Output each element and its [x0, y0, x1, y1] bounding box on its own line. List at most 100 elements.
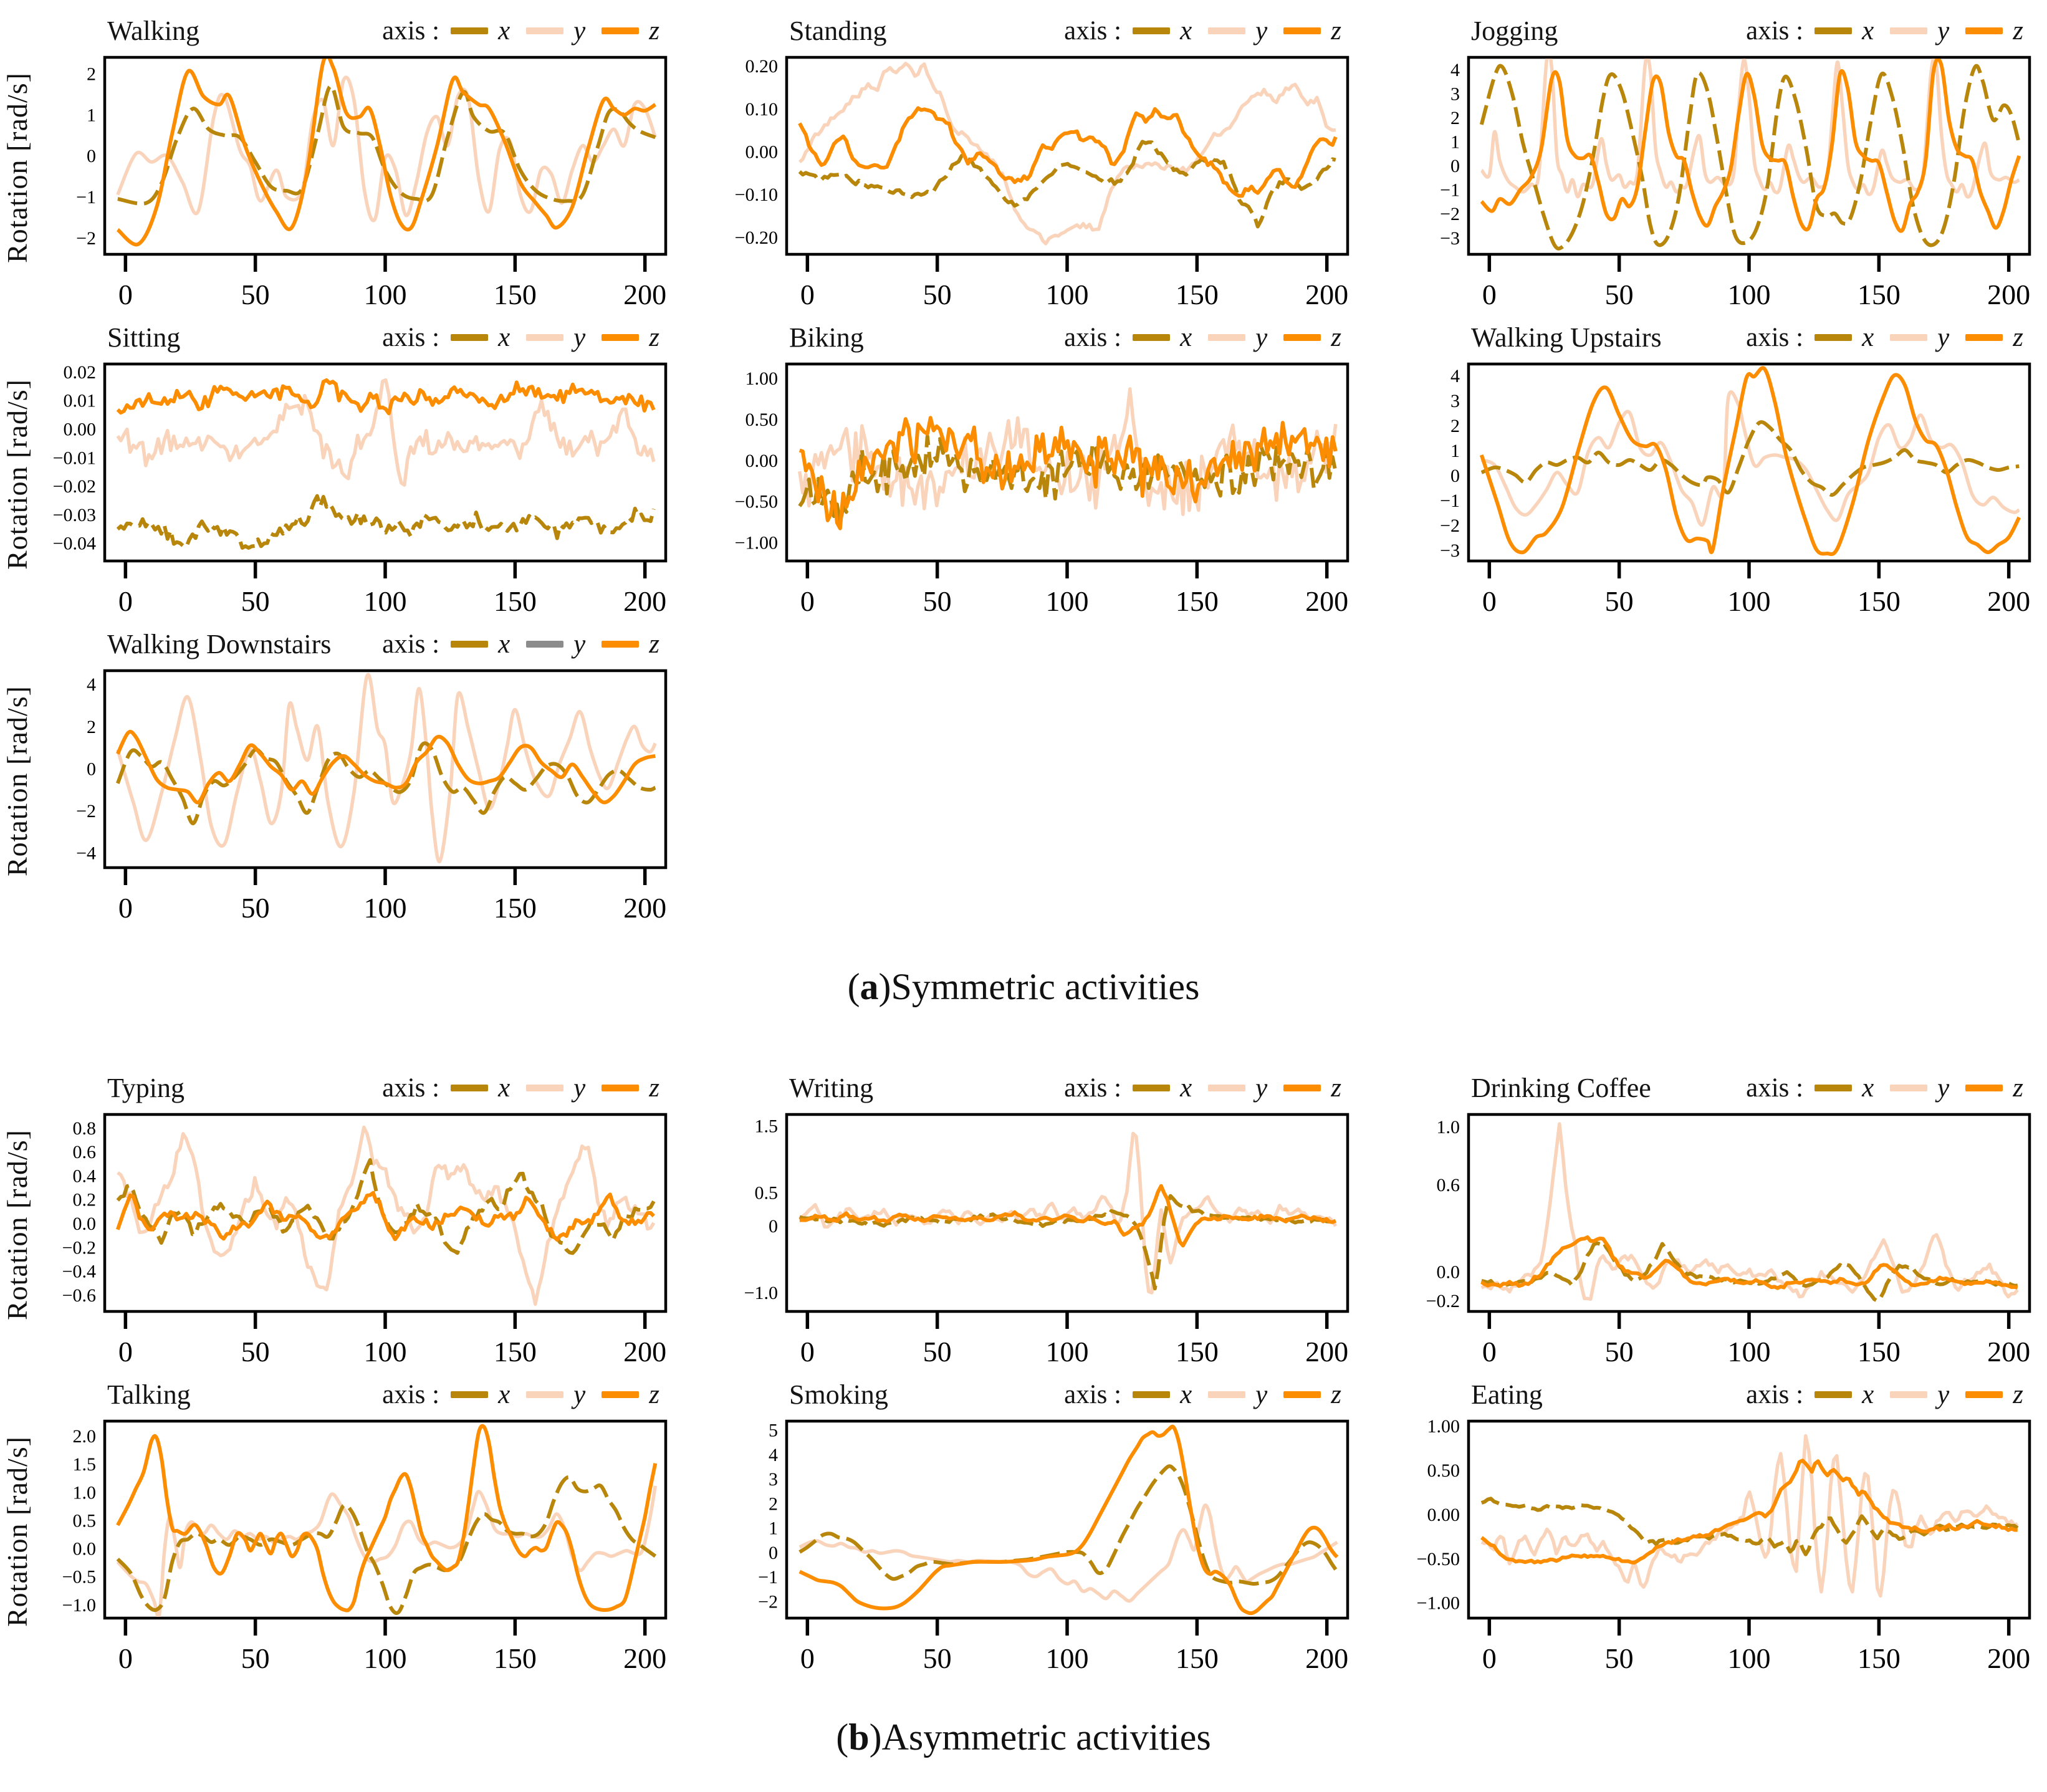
legend-item-x: x: [498, 1073, 511, 1103]
y-axis-label-text: Rotation [rad/s]: [1, 379, 33, 570]
chart-title: Drinking Coffee: [1471, 1072, 1651, 1103]
x-tick-label: 50: [241, 892, 270, 924]
series-x: [116, 1475, 657, 1615]
legend-swatch-x: [451, 1084, 489, 1091]
chart-legend: axis : x y z: [1064, 1379, 1348, 1410]
x-tick-label: 50: [1605, 279, 1634, 310]
activity-chart: Biking axis : x y z 1.00 0.50 0.00 −0.50 −1.00 0…: [682, 317, 1364, 623]
series-z: [116, 1424, 658, 1612]
y-tick-label: 1.0: [1437, 1117, 1460, 1138]
y-tick-label: −3: [1440, 540, 1460, 561]
x-tick-label: 100: [1046, 279, 1089, 310]
y-tick-label: −1.0: [744, 1283, 778, 1303]
legend-swatch-z: [602, 1391, 640, 1398]
y-tick-label: 0.00: [745, 141, 779, 162]
legend-label: axis :: [1064, 1073, 1122, 1103]
series-x: [798, 434, 1338, 525]
chart-legend: axis : x y z: [382, 629, 666, 659]
legend-swatch-z: [602, 333, 640, 341]
y-axis-label: Rotation [rad/s]: [0, 1410, 34, 1653]
y-tick-label: −1.00: [735, 533, 778, 553]
x-tick-label: 0: [1482, 1336, 1497, 1368]
chart-title: Sitting: [107, 322, 181, 353]
caption-letter: a: [860, 965, 879, 1007]
y-tick-label: −3: [1440, 228, 1460, 249]
legend-item-z: z: [649, 629, 659, 659]
legend-swatch-x: [1133, 333, 1171, 341]
y-tick-label: 1: [1450, 132, 1460, 153]
y-tick-label: 3: [1450, 84, 1460, 105]
legend-swatch-y: [526, 1084, 564, 1091]
y-tick-label: 4: [1450, 366, 1460, 386]
legend-item-y: y: [573, 322, 586, 352]
legend-swatch-y: [1208, 333, 1246, 341]
chart-title: Smoking: [789, 1379, 888, 1410]
y-tick-label: 1: [87, 105, 96, 125]
x-tick-label: 100: [1728, 1336, 1771, 1368]
chart-legend: axis : x y z: [1064, 16, 1348, 46]
x-tick-label: 50: [923, 1336, 952, 1368]
series-z: [116, 378, 656, 416]
y-axis-label-text: Rotation [rad/s]: [1, 1129, 33, 1320]
chart-header: Typing axis : x y z: [107, 1067, 666, 1108]
y-tick-label: 0.10: [745, 99, 779, 120]
activity-chart: Walking Upstairs axis : x y z 4 3 2 1 0 −1 −2 −3 0 5…: [1364, 317, 2046, 623]
x-tick-label: 200: [1987, 279, 2030, 310]
x-tick-label: 0: [118, 585, 133, 617]
y-tick-label: 0: [87, 146, 96, 166]
legend-label: axis :: [1064, 322, 1122, 352]
legend-label: axis :: [382, 322, 440, 352]
series-group: [116, 59, 657, 247]
x-tick-label: 150: [1858, 279, 1901, 310]
chart-legend: axis : x y z: [382, 16, 666, 46]
x-tick-label: 150: [1176, 1336, 1219, 1368]
y-tick-label: 2: [87, 717, 96, 737]
y-axis-label-text: Rotation [rad/s]: [1, 686, 33, 876]
x-tick-label: 0: [1482, 1642, 1497, 1674]
y-tick-label: −1.00: [1417, 1593, 1460, 1614]
legend-item-x: x: [1180, 16, 1192, 46]
chart-title: Walking: [107, 15, 199, 46]
legend-swatch-z: [602, 1084, 640, 1091]
x-tick-label: 200: [1987, 1336, 2030, 1368]
y-tick-label: −1: [76, 187, 96, 208]
y-tick-label: 0.50: [745, 410, 779, 430]
series-group: [798, 387, 1338, 530]
series-x: [116, 494, 656, 550]
chart-header: Drinking Coffee axis : x y z: [1471, 1067, 2030, 1108]
chart-title: Walking Upstairs: [1471, 322, 1662, 353]
chart-legend: axis : x y z: [1746, 1073, 2030, 1103]
legend-swatch-z: [602, 27, 640, 34]
chart-legend: axis : x y z: [382, 1073, 666, 1103]
chart-legend: axis : x y z: [382, 1379, 666, 1410]
legend-swatch-x: [451, 333, 489, 341]
y-tick-label: 0.00: [1427, 1505, 1460, 1525]
y-tick-label: −2: [1440, 515, 1460, 536]
y-tick-label: 1.5: [73, 1454, 97, 1475]
caption-paren-open: (: [836, 1716, 849, 1758]
y-tick-label: −1: [1440, 180, 1460, 201]
y-tick-label: 0.0: [1437, 1262, 1460, 1282]
x-tick-label: 100: [364, 892, 407, 924]
legend-item-z: z: [649, 16, 659, 46]
series-z: [798, 106, 1338, 198]
chart-header: Biking axis : x y z: [789, 317, 1348, 358]
legend-swatch-y: [526, 640, 564, 648]
series-y: [798, 1131, 1338, 1295]
caption-symmetric: (a) Symmetric activities: [0, 930, 2047, 1043]
series-group: [1480, 1434, 2019, 1598]
y-tick-label: 0: [769, 1543, 778, 1563]
series-x: [116, 741, 656, 825]
x-tick-label: 200: [1305, 279, 1348, 310]
y-tick-label: −0.10: [735, 184, 778, 205]
y-tick-label: −0.5: [62, 1567, 96, 1588]
y-tick-label: −1.0: [62, 1595, 96, 1616]
series-group: [798, 62, 1338, 246]
asymmetric-activities-grid: Rotation [rad/s] Typing axis : x y z 0.8 0.6…: [0, 1067, 2047, 1680]
legend-item-x: x: [498, 1379, 511, 1409]
x-tick-label: 200: [1987, 585, 2030, 617]
legend-item-y: y: [1937, 322, 1950, 352]
y-tick-label: −2: [1440, 204, 1460, 224]
y-tick-label: 1.0: [73, 1482, 97, 1503]
